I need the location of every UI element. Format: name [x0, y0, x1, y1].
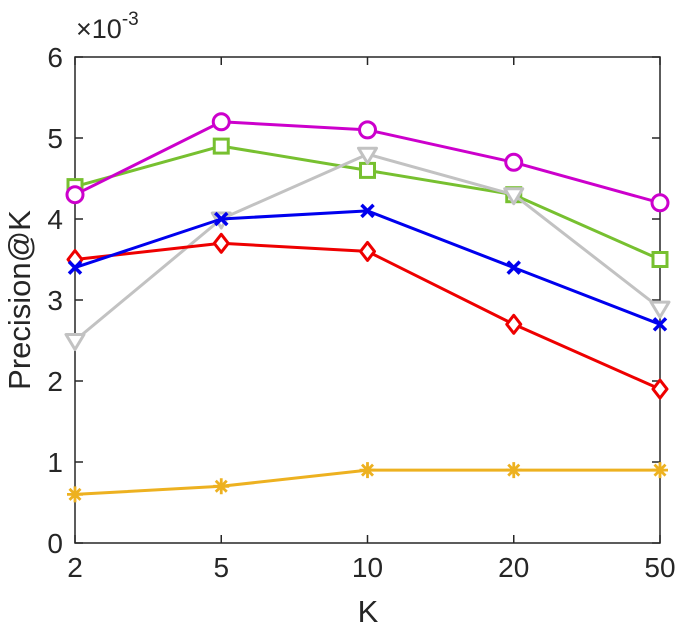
marker-x [506, 260, 521, 275]
marker-triangle-down [357, 146, 378, 165]
marker-asterisk [359, 462, 376, 479]
series-line-red-diamond [73, 241, 662, 391]
marker-asterisk [67, 486, 83, 503]
marker-x [360, 203, 375, 219]
series-yellow-asterisk [67, 462, 668, 503]
marker-triangle-down [64, 333, 86, 351]
marker-asterisk [505, 462, 522, 479]
marker-circle [504, 152, 524, 172]
series-blue-x [67, 203, 668, 332]
y-tick-label: 3 [47, 285, 63, 316]
series-green-square [66, 137, 669, 268]
x-tick-label: 50 [644, 552, 675, 583]
marker-triangle-down [503, 187, 525, 206]
marker-square [359, 161, 376, 179]
y-exponent-base: ×10 [76, 14, 122, 44]
x-axis-label: K [357, 594, 379, 629]
marker-circle [358, 120, 377, 140]
marker-circle [211, 112, 231, 132]
y-tick-label: 5 [47, 123, 63, 154]
y-tick-label: 6 [47, 42, 63, 73]
marker-asterisk [652, 462, 668, 479]
marker-triangle-down [649, 300, 671, 319]
marker-circle [65, 185, 85, 205]
series-red-diamond [66, 232, 669, 400]
x-tick-label: 5 [213, 552, 229, 583]
marker-x [214, 211, 229, 227]
marker-diamond [359, 240, 376, 262]
series-magenta-circle [65, 112, 670, 213]
marker-square [212, 137, 230, 155]
x-tick-label: 10 [352, 552, 383, 583]
marker-diamond [212, 232, 230, 254]
x-tick-label: 2 [67, 552, 83, 583]
y-tick-label: 1 [47, 447, 63, 478]
x-tick-label: 20 [498, 552, 529, 583]
y-tick-label: 4 [47, 204, 63, 235]
marker-circle [650, 193, 670, 213]
marker-x [67, 260, 83, 275]
series-gray-triangle [64, 146, 671, 351]
marker-diamond [505, 313, 523, 335]
marker-diamond [651, 378, 669, 400]
y-tick-label: 2 [47, 366, 63, 397]
y-exponent-sup: -3 [121, 9, 139, 31]
marker-asterisk [213, 478, 230, 495]
marker-square [651, 251, 669, 268]
y-axis-exponent-label: ×10-3 [76, 9, 139, 45]
y-tick-label: 0 [47, 528, 63, 559]
marker-x [652, 317, 668, 332]
